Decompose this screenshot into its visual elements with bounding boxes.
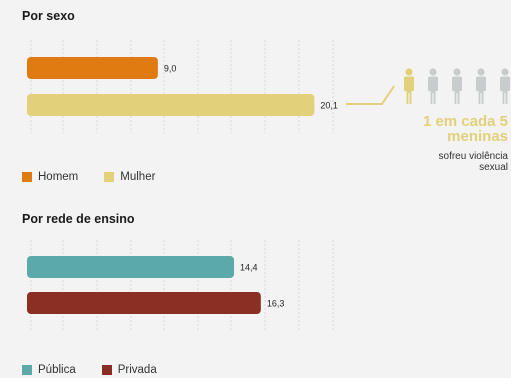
value-label-privada: 16,3 xyxy=(267,299,285,309)
legend-label-privada: Privada xyxy=(117,364,157,376)
legend-item-homem: Homem xyxy=(22,171,78,183)
bar-homem xyxy=(27,57,158,79)
callout-headline-line1: 1 em cada 5 xyxy=(422,113,508,130)
person-icon xyxy=(428,68,438,104)
section-title-sexo: Por sexo xyxy=(22,9,75,23)
callout-headline-line2: meninas xyxy=(447,128,508,145)
bar-privada xyxy=(27,292,261,314)
legend-item-publica: Pública xyxy=(22,364,76,376)
person-icon xyxy=(476,68,486,104)
legend-swatch-homem xyxy=(22,172,32,182)
section-title-rede: Por rede de ensino xyxy=(22,212,135,226)
bar-publica xyxy=(27,256,235,278)
bar-mulher xyxy=(27,94,315,116)
legend-item-mulher: Mulher xyxy=(104,171,155,183)
value-label-publica: 14,4 xyxy=(240,263,258,273)
person-icon xyxy=(452,68,462,104)
person-icon xyxy=(404,68,414,104)
legend-swatch-privada xyxy=(101,365,112,375)
callout-connector xyxy=(346,85,395,105)
person-icon xyxy=(500,68,510,104)
legend-item-privada: Privada xyxy=(101,364,157,376)
callout-sub-line2: sexual xyxy=(479,162,508,173)
legend-swatch-mulher xyxy=(104,172,115,182)
legend-sexo: Homem Mulher xyxy=(22,171,181,183)
value-label-mulher: 20,1 xyxy=(320,101,338,111)
legend-label-mulher: Mulher xyxy=(120,171,156,183)
callout-sub-line1: sofreu violência xyxy=(438,151,508,162)
legend-swatch-publica xyxy=(22,365,32,375)
legend-label-homem: Homem xyxy=(38,171,79,183)
legend-label-publica: Pública xyxy=(38,364,76,376)
legend-rede: Pública Privada xyxy=(22,364,183,376)
value-label-homem: 9,0 xyxy=(164,64,177,74)
